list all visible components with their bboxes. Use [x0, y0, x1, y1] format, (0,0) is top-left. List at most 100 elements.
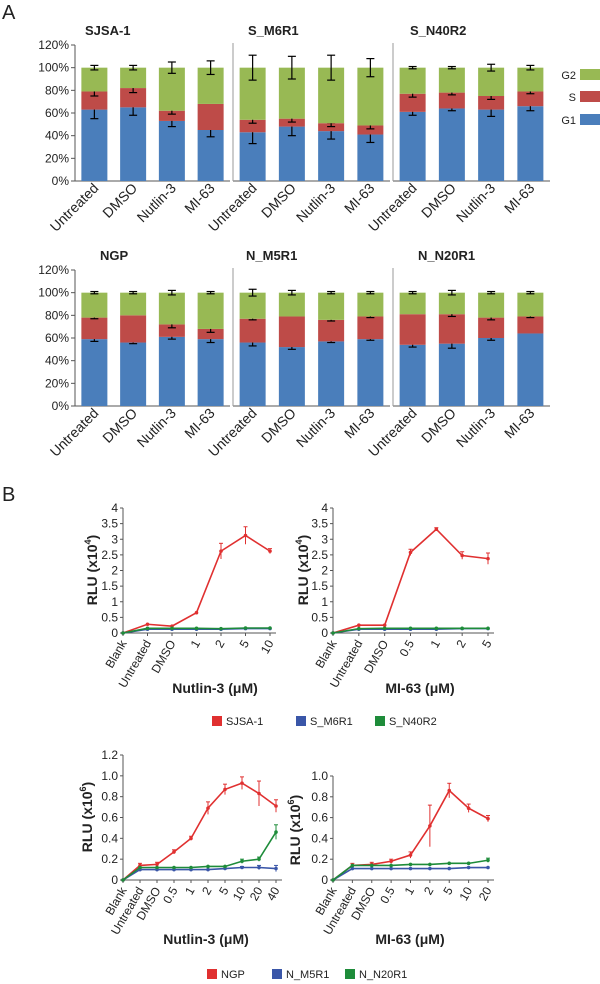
bar-s-segment — [517, 316, 544, 334]
bar-g1-segment — [278, 347, 305, 406]
legend-swatch-n_n20r1 — [345, 969, 355, 979]
y-tick-label: 3 — [321, 532, 328, 546]
y-tick-label: 60% — [45, 106, 69, 120]
x-tick-label: 2 — [453, 637, 469, 650]
x-category-label: MI-63 — [501, 180, 538, 217]
legend-swatch-sjsa-1 — [212, 716, 222, 726]
chart-title: N_N20R1 — [418, 248, 475, 263]
chart-title: NGP — [100, 248, 129, 263]
bar-g1-segment — [81, 339, 108, 406]
y-axis-label-main: RLU (x10 — [295, 544, 311, 605]
data-point — [189, 836, 193, 841]
data-point — [369, 863, 374, 868]
bar-g2-segment — [438, 292, 465, 315]
legend-label-n_n20r1: N_N20R1 — [359, 969, 407, 981]
data-point — [408, 853, 413, 857]
data-point — [189, 865, 193, 870]
data-point — [486, 556, 490, 561]
data-point — [240, 865, 244, 870]
legend-label-n_m5r1: N_M5R1 — [286, 969, 329, 981]
bar-g2-segment — [239, 292, 266, 319]
data-point — [121, 878, 125, 882]
data-point — [257, 857, 261, 861]
x-category-label: Nutlin-3 — [453, 180, 499, 226]
y-axis-label-main: RLU (x10 — [84, 544, 100, 605]
bar-g1-segment — [120, 107, 147, 181]
bar-g2-segment — [197, 292, 224, 329]
data-point — [219, 626, 223, 631]
bar-g1-segment — [318, 341, 345, 406]
panel-letter-a: A — [2, 2, 16, 24]
legend-swatch-ngp — [207, 969, 217, 979]
legends-group: G2 S G1 SJSA-1 S_M6R1 S_N40R2 NGP N_M5R1 N_N20R1 — [207, 69, 600, 981]
data-point — [121, 631, 125, 635]
bar-g2-segment — [357, 292, 384, 317]
x-tick-label: DMSO — [148, 638, 178, 676]
data-point — [243, 533, 248, 538]
bar-g1-segment — [120, 342, 147, 406]
data-point — [194, 626, 199, 631]
y-tick-label: 3.5 — [101, 517, 118, 531]
data-point — [268, 626, 272, 630]
data-point — [240, 781, 244, 785]
y-axis-label: RLU (x104) — [294, 535, 311, 605]
data-point — [382, 626, 387, 631]
series-line-sjsa-1 — [122, 534, 271, 634]
bar-g2-segment — [399, 292, 426, 315]
data-point — [145, 622, 150, 627]
bar-s-segment — [197, 103, 224, 130]
data-point — [206, 867, 210, 872]
y-axis-label-end: ) — [295, 535, 311, 540]
y-tick-label: 100% — [38, 61, 69, 75]
x-category-label: MI-63 — [341, 180, 378, 217]
bar-g2-segment — [158, 67, 185, 111]
x-tick-label: 1 — [182, 884, 198, 897]
legend-label-g2: G2 — [561, 70, 576, 82]
data-point — [389, 863, 393, 868]
x-tick-label: 0.5 — [397, 637, 418, 659]
data-point — [206, 806, 210, 810]
bar-s-segment — [120, 88, 147, 108]
data-point — [257, 791, 261, 796]
x-axis-label: Nutlin-3 (μM) — [163, 931, 249, 947]
bar-s-segment — [278, 316, 305, 348]
data-point — [357, 623, 361, 627]
y-tick-label: 0.8 — [311, 790, 328, 804]
legend-label-s_m6r1: S_M6R1 — [310, 716, 353, 728]
data-point — [357, 626, 361, 631]
bar-g1-segment — [158, 120, 185, 181]
y-axis-label-end: ) — [287, 795, 303, 800]
bar-g1-segment — [438, 343, 465, 406]
bar-g2-segment — [81, 67, 108, 92]
data-point — [219, 549, 223, 553]
y-tick-label: 1 — [321, 595, 328, 609]
bar-g1-segment — [517, 333, 544, 406]
y-tick-label: 40% — [45, 129, 69, 143]
data-point — [428, 862, 432, 867]
x-tick-label: 1 — [427, 637, 443, 650]
series-line-ngp — [122, 782, 277, 881]
data-point — [428, 824, 432, 828]
bar-g1-segment — [357, 339, 384, 406]
data-point — [145, 626, 150, 631]
bar-g2-segment — [399, 67, 426, 94]
y-tick-label: 1.5 — [311, 579, 328, 593]
bar-g1-segment — [478, 338, 505, 406]
data-point — [466, 806, 471, 811]
x-category-label: Nutlin-3 — [293, 180, 339, 226]
x-category-label: Nutlin-3 — [293, 405, 339, 451]
x-tick-label: 0.5 — [377, 884, 398, 906]
y-tick-label: 80% — [45, 83, 69, 97]
bar-s-segment — [517, 91, 544, 107]
x-tick-label: 1 — [188, 637, 204, 650]
y-tick-label: 0 — [111, 626, 118, 640]
data-point — [155, 862, 159, 867]
y-tick-label: 2 — [321, 564, 328, 578]
data-point — [206, 864, 210, 869]
y-axis-label: RLU (x106) — [286, 795, 303, 865]
x-axis-label: Nutlin-3 (μM) — [172, 680, 258, 696]
bar-g2-segment — [478, 292, 505, 318]
bar-s-segment — [318, 319, 345, 342]
